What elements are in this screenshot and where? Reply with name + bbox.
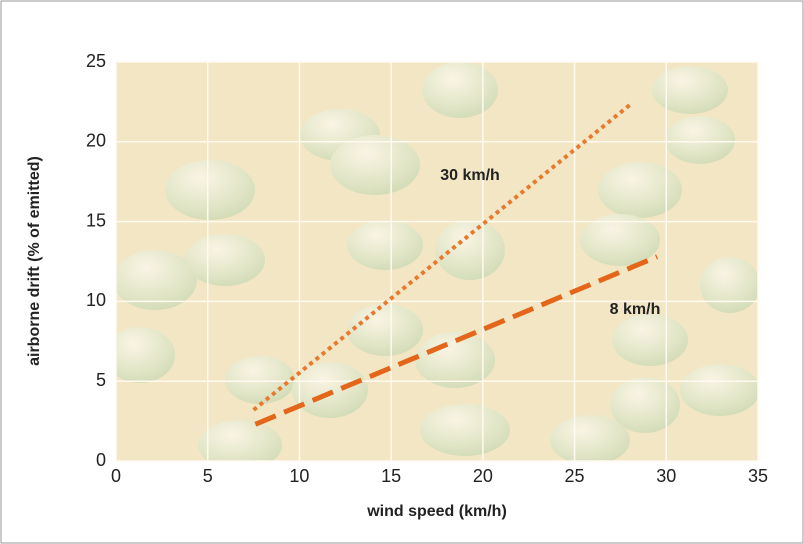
y-axis-label: airborne drift (% of emitted) [26,156,43,366]
series-label: 8 km/h [610,301,661,318]
y-tick-label: 15 [86,210,106,230]
x-tick-label: 30 [656,466,676,486]
x-tick-label: 15 [381,466,401,486]
y-tick-label: 20 [86,131,106,151]
y-tick-label: 25 [86,51,106,71]
x-tick-label: 20 [473,466,493,486]
y-tick-label: 5 [96,370,106,390]
x-tick-label: 35 [748,466,768,486]
grid [115,61,759,462]
y-tick-label: 10 [86,290,106,310]
series-line [252,103,631,412]
lines [252,103,659,427]
x-tick-label: 10 [289,466,309,486]
series-line [254,254,659,427]
x-tick-label: 0 [111,466,121,486]
x-axis-label: wind speed (km/h) [366,503,507,520]
y-tick-label: 0 [96,450,106,470]
x-tick-label: 25 [565,466,585,486]
series-label: 30 km/h [440,167,500,184]
x-tick-label: 5 [203,466,213,486]
